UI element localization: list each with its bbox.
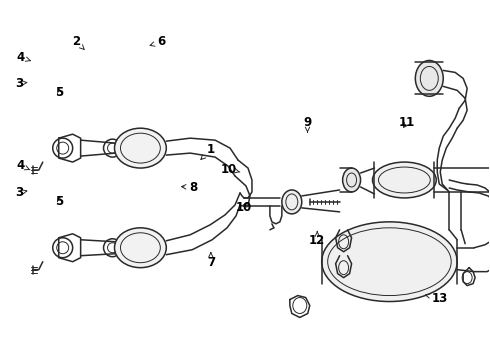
Text: 8: 8 xyxy=(181,181,198,194)
Ellipse shape xyxy=(416,60,443,96)
Text: 12: 12 xyxy=(309,231,325,247)
Ellipse shape xyxy=(115,128,166,168)
Text: 5: 5 xyxy=(55,195,64,208)
Ellipse shape xyxy=(322,222,457,302)
Text: 3: 3 xyxy=(15,77,27,90)
Text: 3: 3 xyxy=(15,186,27,199)
Text: 9: 9 xyxy=(303,116,312,132)
Ellipse shape xyxy=(282,190,302,214)
Text: 13: 13 xyxy=(425,292,448,305)
Text: 4: 4 xyxy=(16,51,30,64)
Ellipse shape xyxy=(372,162,436,198)
Ellipse shape xyxy=(343,168,361,192)
Text: 2: 2 xyxy=(73,35,84,49)
Ellipse shape xyxy=(115,228,166,268)
Text: 7: 7 xyxy=(207,253,215,269)
Text: 4: 4 xyxy=(16,159,30,172)
Text: 6: 6 xyxy=(150,35,165,49)
Text: 11: 11 xyxy=(399,116,415,129)
Text: 5: 5 xyxy=(55,86,64,99)
Text: 10: 10 xyxy=(236,202,252,215)
Text: 1: 1 xyxy=(201,143,215,159)
Text: 10: 10 xyxy=(221,163,240,176)
